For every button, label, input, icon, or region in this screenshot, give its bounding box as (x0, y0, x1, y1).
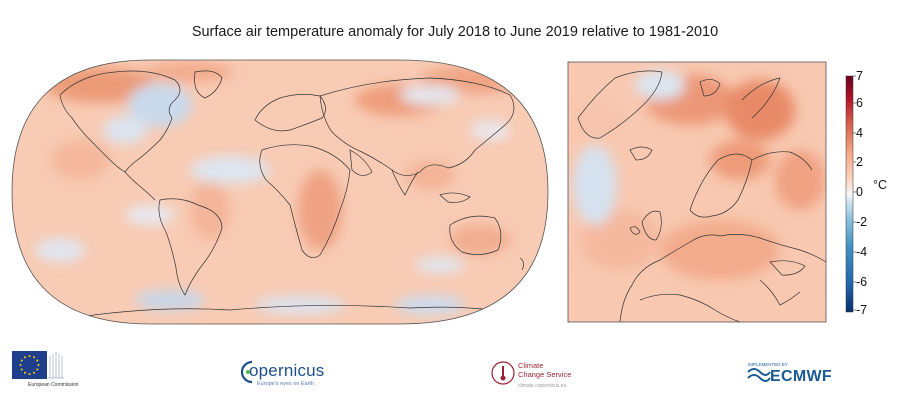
c3s-line1: Climate (518, 361, 544, 370)
global-map-border (11, 59, 549, 325)
colorbar-label: -4 (856, 245, 868, 259)
colorbar-unit: °C (873, 178, 888, 192)
c3s-line2: Change Service (518, 370, 572, 379)
europe-map (568, 62, 826, 322)
eu-flag-icon (12, 351, 64, 379)
ecmwf-implemented-by: IMPLEMENTED BY (748, 362, 788, 367)
copernicus-tagline: Europe's eyes on Earth (257, 381, 315, 387)
copernicus-logo-text: opernicus (249, 361, 325, 380)
colorbar-label: -6 (856, 275, 868, 289)
colorbar-ticks (853, 75, 856, 311)
colorbar-label: -7 (856, 303, 868, 317)
global-base-field (12, 60, 548, 324)
c3s-thermometer-icon (491, 361, 515, 385)
c3s-url: climate.copernicus.eu (518, 383, 567, 389)
copernicus-c-icon (240, 360, 253, 384)
colorbar-label: 6 (856, 96, 863, 110)
colorbar-label: -2 (856, 215, 868, 229)
colorbar-label: 7 (856, 69, 863, 83)
ecmwf-wave-icon (747, 368, 771, 382)
global-map (12, 60, 548, 324)
eu-logo-text: European Commission (28, 382, 79, 388)
ecmwf-logo-text: ECMWF (770, 368, 832, 385)
colorbar-label: 4 (856, 126, 863, 140)
c3s-logo-text: Climate Change Service (518, 361, 571, 379)
page-title: Surface air temperature anomaly for July… (191, 24, 719, 40)
colorbar-label: 0 (856, 185, 863, 199)
europe-coastlines (577, 70, 826, 322)
global-anomaly-field (35, 62, 520, 315)
colorbar (845, 75, 854, 313)
europe-anomaly-field (573, 70, 825, 280)
colorbar-label: 2 (856, 155, 863, 169)
global-coastlines (59, 70, 541, 321)
europe-map-border (567, 61, 827, 323)
